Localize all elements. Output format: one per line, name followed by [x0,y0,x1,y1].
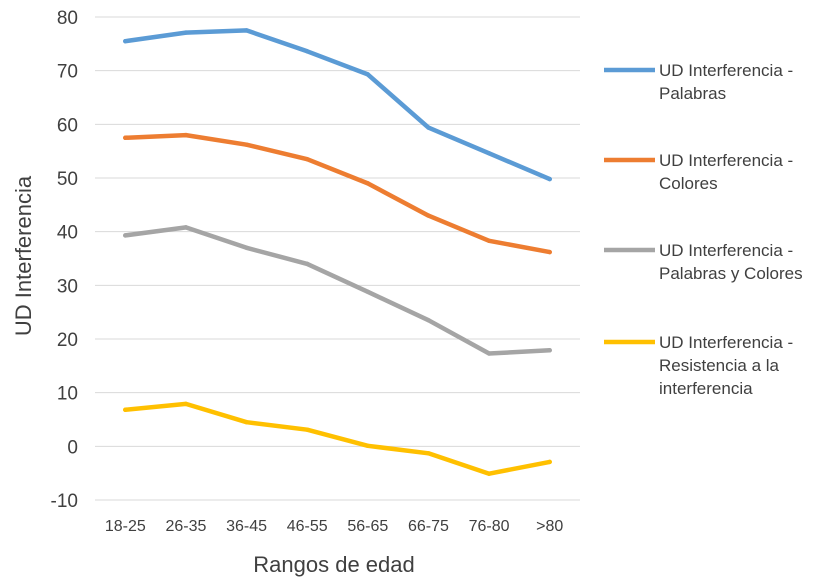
data-point [486,471,492,476]
data-point [244,419,249,425]
data-point [365,181,371,186]
x-tick-label: 26-35 [165,518,206,535]
data-point [183,401,189,407]
x-tick-label: 56-65 [347,518,388,535]
legend-label: Colores [659,174,718,193]
series-line-4 [123,401,552,476]
y-tick-label: 30 [57,276,78,297]
y-tick-label: 50 [57,169,78,190]
data-point [365,289,371,294]
data-point [304,49,310,54]
y-tick-label: 10 [57,384,78,405]
data-point [183,225,189,230]
legend-label: Palabras y Colores [659,264,803,283]
data-point [547,176,552,182]
y-tick-label: 80 [57,8,78,29]
legend-entry: UD Interferencia - Resistencia a la interf… [604,333,793,398]
legend-entry: UD Interferencia - Palabras y Colores [604,241,803,283]
legend-label: Palabras [659,84,726,103]
data-point [365,72,371,77]
data-point [426,451,431,456]
y-tick-label: 70 [57,62,78,83]
series-line-2 [123,132,552,255]
data-point [183,30,189,35]
series-lines [123,28,552,476]
x-tick-label: >80 [536,518,563,535]
data-point [183,132,189,138]
legend-label: Resistencia a la [659,356,780,375]
data-point [365,443,371,448]
data-point [123,135,128,140]
legend-label: UD Interferencia - [659,151,793,170]
y-axis-title: UD Interferencia [11,175,36,336]
x-tick-label: 36-45 [226,518,267,535]
x-tick-label: 66-75 [408,518,449,535]
series-line-3 [123,225,552,356]
x-tick-label: 18-25 [105,518,146,535]
data-point [304,261,310,267]
data-point [547,348,552,353]
gridlines [95,16,580,501]
data-point [304,427,310,432]
data-point [486,351,492,356]
x-axis-ticks: 18-25 26-35 36-45 46-55 56-65 66-75 76-80 >80 [105,518,564,535]
data-point [486,238,492,243]
legend-entry: UD Interferencia - Colores [604,151,793,193]
data-point [123,38,128,44]
x-tick-label: 46-55 [287,518,328,535]
data-point [123,233,128,238]
y-tick-label: 60 [57,115,78,136]
legend-entry: UD Interferencia - Palabras [604,61,793,103]
data-point [244,142,249,147]
series-line-1 [123,28,552,182]
x-axis-title: Rangos de edad [253,552,414,577]
data-point [547,249,552,255]
y-tick-label: 40 [57,223,78,244]
y-tick-label: 20 [57,330,78,351]
legend-label: UD Interferencia - [659,61,793,80]
legend-label: UD Interferencia - [659,333,793,352]
legend-label: UD Interferencia - [659,241,793,260]
y-axis-ticks: 80 70 60 50 40 30 20 10 0 -10 [51,8,78,512]
data-point [244,245,249,250]
data-point [123,407,128,413]
data-point [486,151,492,156]
y-tick-label: -10 [51,491,78,512]
y-tick-label: 0 [67,437,78,458]
legend-label: interferencia [659,379,753,398]
data-point [426,213,431,218]
x-tick-label: 76-80 [469,518,510,535]
data-point [244,28,249,33]
data-point [426,318,431,323]
data-point [426,125,431,130]
data-point [547,459,552,465]
data-point [304,157,310,162]
